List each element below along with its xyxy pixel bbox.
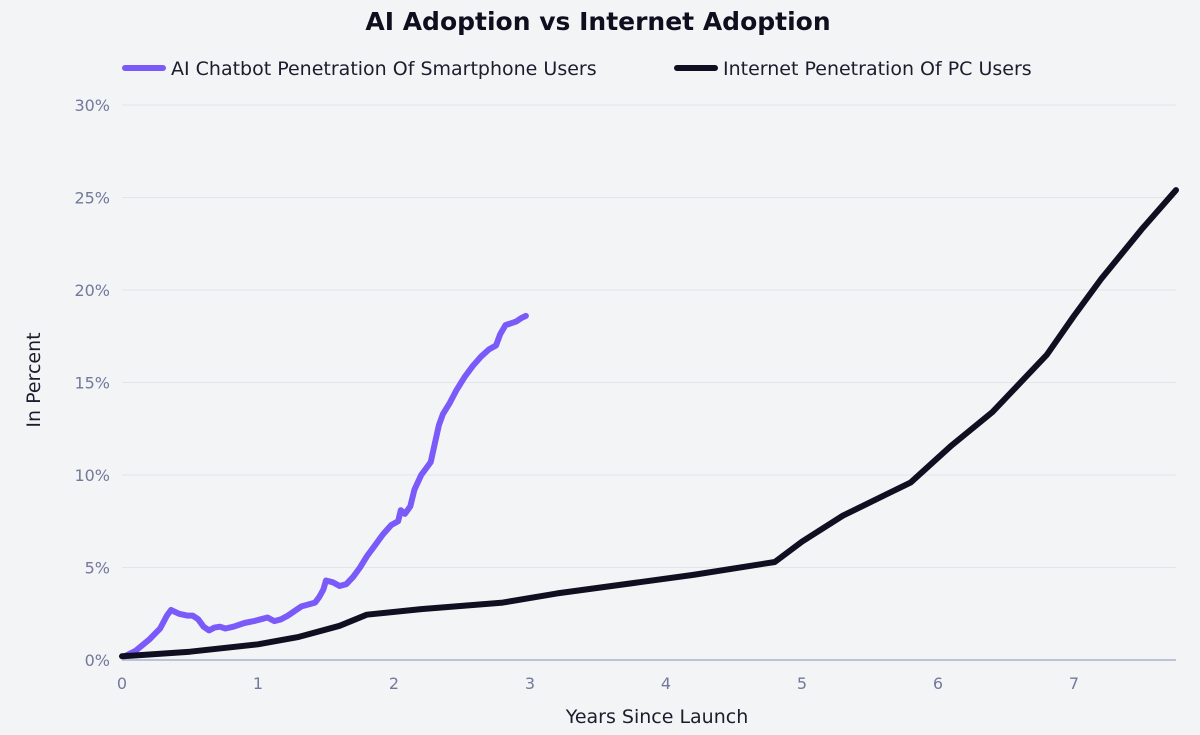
y-tick-label: 20% xyxy=(74,281,110,300)
x-tick-label: 1 xyxy=(253,674,263,693)
y-axis-ticks: 0% 5% 10% 15% 20% 25% 30% xyxy=(74,96,110,670)
legend: AI Chatbot Penetration Of Smartphone Use… xyxy=(122,58,1032,80)
y-tick-label: 15% xyxy=(74,374,110,393)
series-line-internet xyxy=(119,187,1179,660)
gridlines xyxy=(122,104,1176,568)
x-tick-label: 4 xyxy=(661,674,671,693)
x-tick-label: 0 xyxy=(117,674,127,693)
x-axis-ticks: 0 1 2 3 4 5 6 7 xyxy=(117,674,1079,693)
y-tick-label: 5% xyxy=(85,559,110,578)
x-axis-label: Years Since Launch xyxy=(565,706,749,728)
y-tick-label: 10% xyxy=(74,466,110,485)
x-tick-label: 5 xyxy=(797,674,807,693)
x-tick-label: 3 xyxy=(525,674,535,693)
series-line-ai-chatbot xyxy=(121,312,529,660)
y-tick-label: 30% xyxy=(74,96,110,115)
legend-label: Internet Penetration Of PC Users xyxy=(723,58,1032,80)
y-axis-label: In Percent xyxy=(23,332,45,427)
y-tick-label: 0% xyxy=(85,651,110,670)
chart-title: AI Adoption vs Internet Adoption xyxy=(365,7,830,36)
x-tick-label: 7 xyxy=(1069,674,1079,693)
legend-label: AI Chatbot Penetration Of Smartphone Use… xyxy=(171,58,597,80)
x-tick-label: 2 xyxy=(389,674,399,693)
x-tick-label: 6 xyxy=(933,674,943,693)
series-layer xyxy=(119,187,1179,660)
y-tick-label: 25% xyxy=(74,189,110,208)
